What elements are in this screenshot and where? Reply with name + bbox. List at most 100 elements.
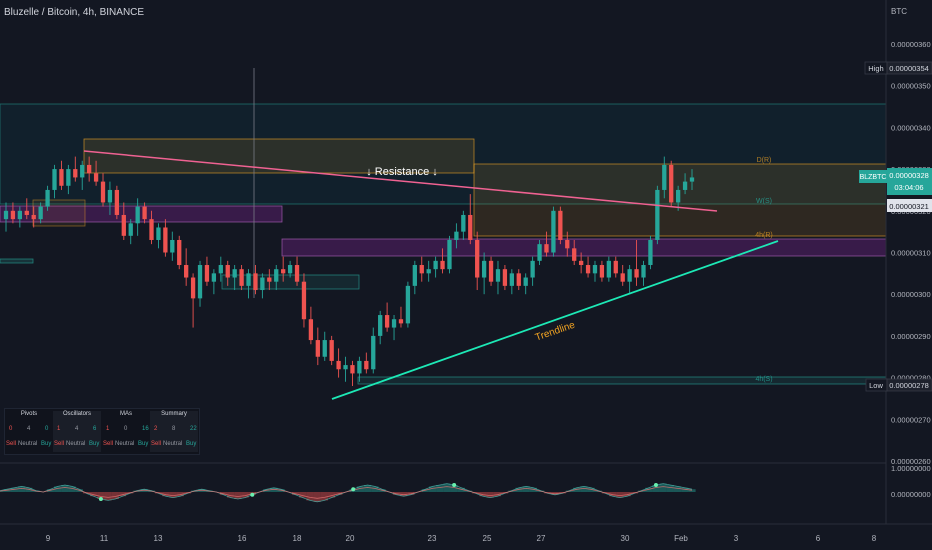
symbol-tag bbox=[859, 170, 887, 183]
candle-body bbox=[606, 260, 611, 278]
y-tick-label: 0.00000300 bbox=[891, 290, 931, 299]
candle-body bbox=[516, 273, 521, 286]
x-tick-label: 3 bbox=[734, 534, 739, 543]
candle-body bbox=[87, 164, 92, 174]
candle-body bbox=[468, 214, 473, 240]
buy-count: 0 bbox=[45, 426, 49, 432]
candle-body bbox=[357, 360, 362, 374]
trendline-label: Trendline bbox=[534, 320, 577, 344]
x-tick-label: 8 bbox=[872, 534, 877, 543]
candle-body bbox=[523, 277, 528, 286]
oscillator-layer bbox=[0, 483, 696, 503]
y-ticks: 0.000003600.000003500.000003400.00000330… bbox=[891, 40, 931, 466]
oscillator-tick-label: 1.00000000 bbox=[891, 464, 931, 473]
sell-label: Sell bbox=[6, 441, 17, 447]
candle-body bbox=[24, 210, 29, 215]
neutral-label: Neutral bbox=[66, 441, 86, 447]
candle-body bbox=[135, 206, 140, 224]
neutral-count: 4 bbox=[27, 426, 31, 432]
candle-body bbox=[197, 265, 203, 299]
candle-body bbox=[537, 244, 542, 261]
candle-body bbox=[578, 260, 584, 266]
sell-count: 1 bbox=[57, 426, 61, 432]
candle-body bbox=[689, 177, 695, 182]
y-tick-label: 0.00000310 bbox=[891, 249, 931, 258]
candle-body bbox=[31, 214, 36, 220]
candle-body bbox=[426, 269, 431, 274]
candle-body bbox=[433, 260, 438, 270]
purple-zone-right bbox=[281, 238, 887, 257]
zone-label-d-r: D(R) bbox=[757, 157, 772, 164]
candle-body bbox=[572, 248, 577, 261]
candle-body bbox=[156, 227, 161, 240]
candle-body bbox=[239, 269, 244, 286]
buy-label: Buy bbox=[186, 441, 197, 447]
candle-body bbox=[322, 340, 327, 357]
buy-label: Buy bbox=[89, 441, 100, 447]
mas-group: MAs 1 0 16 Sell Neutral Buy bbox=[102, 411, 150, 447]
x-tick-label: 6 bbox=[816, 534, 821, 543]
candle-body bbox=[454, 231, 459, 240]
x-tick-label: 20 bbox=[346, 534, 355, 543]
level-tag bbox=[887, 199, 932, 212]
candle-body bbox=[287, 265, 293, 274]
candle-body bbox=[281, 269, 286, 274]
candle-body bbox=[613, 260, 618, 274]
support-4h-zone bbox=[357, 376, 887, 385]
candle-body bbox=[391, 319, 397, 328]
x-tick-label: Feb bbox=[674, 534, 688, 543]
x-tick-label: 18 bbox=[293, 534, 302, 543]
group-title: Summary bbox=[161, 411, 187, 417]
candle-body bbox=[599, 265, 605, 278]
sell-label: Sell bbox=[151, 441, 162, 447]
high-tag-text: High bbox=[868, 64, 883, 73]
zone-label-w-s: W(S) bbox=[756, 198, 772, 205]
x-tick-label: 23 bbox=[428, 534, 437, 543]
candle-body bbox=[384, 315, 390, 328]
candle-body bbox=[461, 214, 466, 232]
oscillators-group: Oscillators 1 4 6 Sell Neutral Buy bbox=[53, 411, 101, 452]
candle-body bbox=[558, 210, 563, 240]
axis-currency: BTC bbox=[891, 7, 907, 16]
x-tick-label: 13 bbox=[154, 534, 163, 543]
resistance-label: ↓ Resistance ↓ bbox=[366, 166, 438, 178]
candle-body bbox=[211, 273, 217, 282]
neutral-count: 8 bbox=[172, 426, 176, 432]
trendline[interactable] bbox=[331, 240, 779, 400]
candle-body bbox=[412, 265, 417, 286]
candle-body bbox=[648, 239, 653, 266]
candle-body bbox=[682, 181, 688, 190]
low-value-tag bbox=[886, 378, 932, 392]
candle-body bbox=[294, 265, 300, 282]
candle-body bbox=[232, 269, 237, 278]
candle-body bbox=[544, 244, 549, 253]
resistance-line[interactable] bbox=[83, 150, 718, 212]
symbol-tag-text: BLZBTC bbox=[860, 174, 887, 181]
sell-count: 2 bbox=[154, 426, 158, 432]
sell-count: 1 bbox=[106, 426, 110, 432]
candle-body bbox=[59, 169, 64, 186]
candle-body bbox=[551, 210, 556, 253]
candle-body bbox=[475, 239, 480, 278]
oscillator-signal-dot bbox=[653, 483, 658, 487]
y-tick-label: 0.00000350 bbox=[891, 82, 931, 91]
candle-body bbox=[107, 189, 113, 203]
y-tick-label: 0.00000290 bbox=[891, 332, 931, 341]
candle-body bbox=[100, 181, 106, 203]
high-value-tag bbox=[886, 61, 932, 75]
candle-body bbox=[121, 214, 126, 236]
candle-body bbox=[364, 360, 369, 370]
neutral-count: 0 bbox=[124, 426, 128, 432]
buy-count: 6 bbox=[93, 426, 97, 432]
last-price: 0.00000328 bbox=[889, 171, 929, 180]
last-price-label: BLZBTC 0.00000328 03:04:06 bbox=[859, 168, 932, 195]
high-value: 0.00000354 bbox=[889, 64, 929, 73]
group-title: MAs bbox=[120, 411, 132, 417]
purple-zone-left bbox=[0, 205, 283, 223]
candle-body bbox=[585, 265, 591, 274]
candle-body bbox=[225, 265, 230, 278]
drawings-layer[interactable] bbox=[83, 150, 779, 400]
